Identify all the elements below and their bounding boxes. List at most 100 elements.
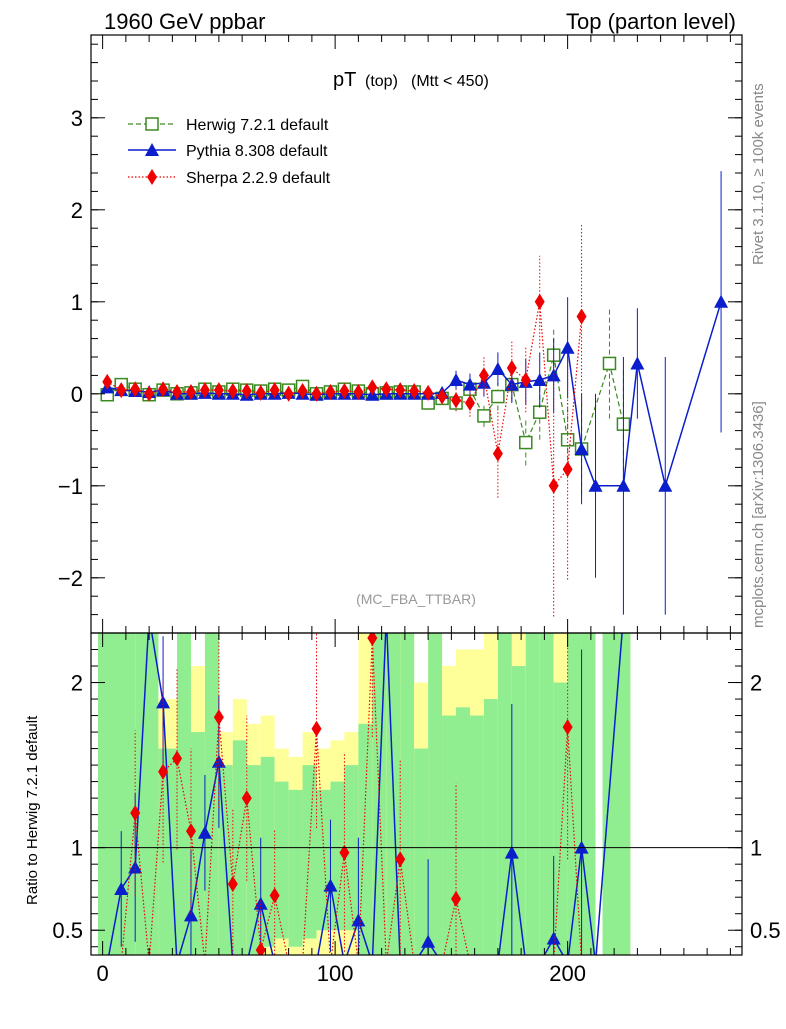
legend-pythia-label: Pythia 8.308 default: [186, 143, 328, 160]
diamond-marker-icon: [147, 169, 157, 185]
main-ytick-label: 0: [71, 382, 83, 407]
inner-band-16: [358, 723, 373, 955]
main-sherpa-point-13: [283, 385, 294, 402]
main-herwig-point-27: [477, 409, 491, 423]
open-square-marker-icon: [145, 117, 159, 131]
main-sherpa-point-33: [562, 461, 573, 478]
main-sherpa-point-28: [492, 445, 503, 462]
main-sherpa-point-20: [381, 381, 392, 398]
main-sherpa-point-10: [241, 383, 252, 400]
main-sherpa-point-1: [116, 382, 127, 399]
ratio-pythia-point-22: [407, 956, 421, 969]
inner-band-20: [414, 748, 429, 955]
ratio-sherpa-point-13: [284, 955, 294, 971]
inner-band-9: [260, 756, 275, 947]
ratio-sherpa-point-29: [507, 955, 517, 971]
ratio-pythia-point-27: [477, 956, 491, 969]
ratio-ytick-label-left: 0.5: [52, 918, 83, 943]
ratio-sherpa-point-17: [339, 844, 350, 861]
inner-band-3: [177, 633, 191, 955]
ratio-pythia-point-26: [463, 956, 477, 969]
plot-title-sub2: (Mtt < 450): [411, 73, 489, 90]
ratio-sherpa-point-24: [437, 955, 447, 971]
ratio-pythia-point-7: [197, 825, 212, 839]
inner-band-19: [400, 633, 415, 955]
ratio-sherpa-point-6: [185, 823, 196, 840]
ratio-xtick-label: 0: [97, 961, 109, 986]
ratio-pythia-point-23: [421, 934, 436, 948]
main-sherpa-point-16: [325, 383, 336, 400]
main-pythia-point-28: [490, 361, 505, 375]
main-sherpa-point-22: [409, 383, 420, 400]
main-series-layer: [100, 171, 729, 617]
inner-band-14: [330, 781, 345, 931]
ratio-ytick-label-left: 2: [71, 671, 83, 696]
ratio-pythia-point-28: [491, 956, 505, 969]
main-sherpa-point-5: [172, 383, 183, 400]
legend-item-herwig: Herwig 7.2.1 default: [128, 117, 329, 134]
ratio-pythia-point-12: [268, 956, 282, 969]
ratio-pythia-point-29: [504, 845, 519, 859]
ratio-sherpa-point-25: [451, 890, 462, 907]
header-left: 1960 GeV ppbar: [104, 9, 265, 34]
axes-frame: [90, 34, 743, 956]
ratio-pythia-point-4: [156, 695, 171, 709]
plot-title-main: pT: [333, 69, 356, 91]
main-herwig-point-28: [491, 389, 505, 404]
main-sherpa-point-4: [158, 381, 169, 398]
ratio-sherpa-point-5: [172, 750, 183, 767]
main-sherpa-point-0: [102, 373, 113, 390]
main-sherpa-point-18: [353, 383, 364, 400]
main-ytick-label: 1: [71, 290, 83, 315]
ratio-sherpa-point-2: [130, 804, 141, 821]
ratio-sherpa-point-3: [144, 955, 154, 971]
ratio-pythia-point-31: [533, 956, 547, 969]
ratio-xtick-label: 200: [549, 961, 586, 986]
main-ytick-label: −2: [58, 566, 83, 591]
legend-sherpa-label: Sherpa 2.2.9 default: [186, 170, 331, 187]
inner-band-13: [316, 789, 331, 931]
main-pythia-point-25: [449, 373, 464, 386]
main-sherpa-point-34: [576, 308, 587, 325]
ratio-pythia-point-11: [253, 896, 268, 910]
ratio-y-axis-label: Ratio to Herwig 7.2.1 default: [24, 715, 41, 905]
legend: Herwig 7.2.1 default Pythia 8.308 defaul…: [128, 117, 331, 187]
ratio-sherpa-point-28: [493, 955, 503, 971]
main-pythia-point-26: [462, 377, 477, 391]
axis-ticks: −2 −1 0 1 2 3 0 100 200 0.5 0.5 1 1 2 2: [52, 35, 781, 986]
main-pythia-point-33: [560, 340, 575, 354]
inner-band-2: [158, 748, 178, 955]
ratio-pythia-point-32: [546, 931, 561, 945]
ratio-sherpa-point-21: [395, 851, 406, 868]
ratio-ytick-label-right: 0.5: [750, 918, 781, 943]
ratio-pythia-point-30: [519, 956, 533, 969]
main-sherpa-point-2: [130, 381, 141, 398]
main-herwig-line: [106, 355, 624, 450]
legend-item-sherpa: Sherpa 2.2.9 default: [128, 169, 331, 187]
inner-band-33: [602, 633, 631, 955]
ratio-xtick-label: 100: [317, 961, 354, 986]
main-sherpa-point-15: [311, 385, 322, 402]
main-herwig-point-30: [519, 435, 533, 450]
main-herwig-point-31: [532, 405, 547, 419]
ratio-sherpa-point-26: [465, 955, 475, 971]
ratio-pythia-point-5: [170, 956, 184, 969]
inner-band-22: [442, 715, 457, 955]
ratio-pythia-point-16: [323, 878, 338, 892]
ratio-sherpa-point-10: [241, 790, 252, 807]
main-sherpa-point-11: [255, 384, 266, 401]
main-pythia-point-31: [532, 373, 547, 386]
ratio-pythia-point-1: [114, 881, 129, 895]
ratio-sherpa-point-12: [269, 887, 280, 904]
ratio-pythia-point-3: [142, 609, 156, 622]
ratio-sherpa-point-33: [562, 719, 573, 736]
ratio-sherpa-point-22: [409, 955, 419, 971]
ratio-sherpa-point-4: [158, 763, 169, 780]
ratio-pythia-point-13: [282, 956, 296, 969]
main-sherpa-point-30: [520, 372, 531, 388]
main-ytick-label: 2: [71, 198, 83, 223]
main-sherpa-point-24: [437, 388, 448, 405]
main-sherpa-point-3: [144, 385, 155, 402]
ratio-pythia-point-18: [351, 913, 366, 927]
